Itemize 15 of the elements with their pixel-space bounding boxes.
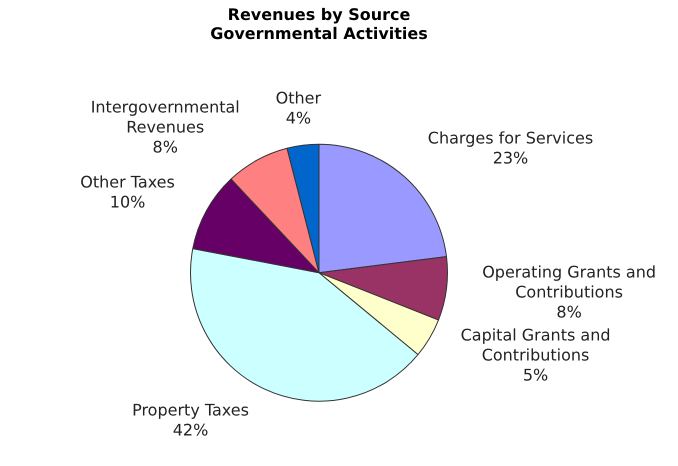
- data-label: 10%: [110, 192, 146, 212]
- slice-label: Capital Grants and Contributions: [460, 326, 610, 365]
- slice-label: Operating Grants and Contributions: [482, 262, 656, 302]
- slice-label: Other: [276, 88, 322, 108]
- slice-label: Property Taxes: [132, 400, 249, 420]
- data-label: 42%: [172, 420, 208, 440]
- slice-label: Charges for Services: [428, 128, 594, 148]
- data-label: 5%: [522, 366, 548, 385]
- data-label: 8%: [152, 138, 178, 157]
- data-label: 4%: [286, 108, 312, 128]
- data-label: 23%: [492, 148, 528, 168]
- slice-label: Intergovernmental Revenues: [90, 98, 240, 137]
- slice-label: Other Taxes: [80, 172, 175, 192]
- data-label: 8%: [556, 302, 582, 322]
- chart-title: Revenues by Source Governmental Activities: [210, 4, 428, 43]
